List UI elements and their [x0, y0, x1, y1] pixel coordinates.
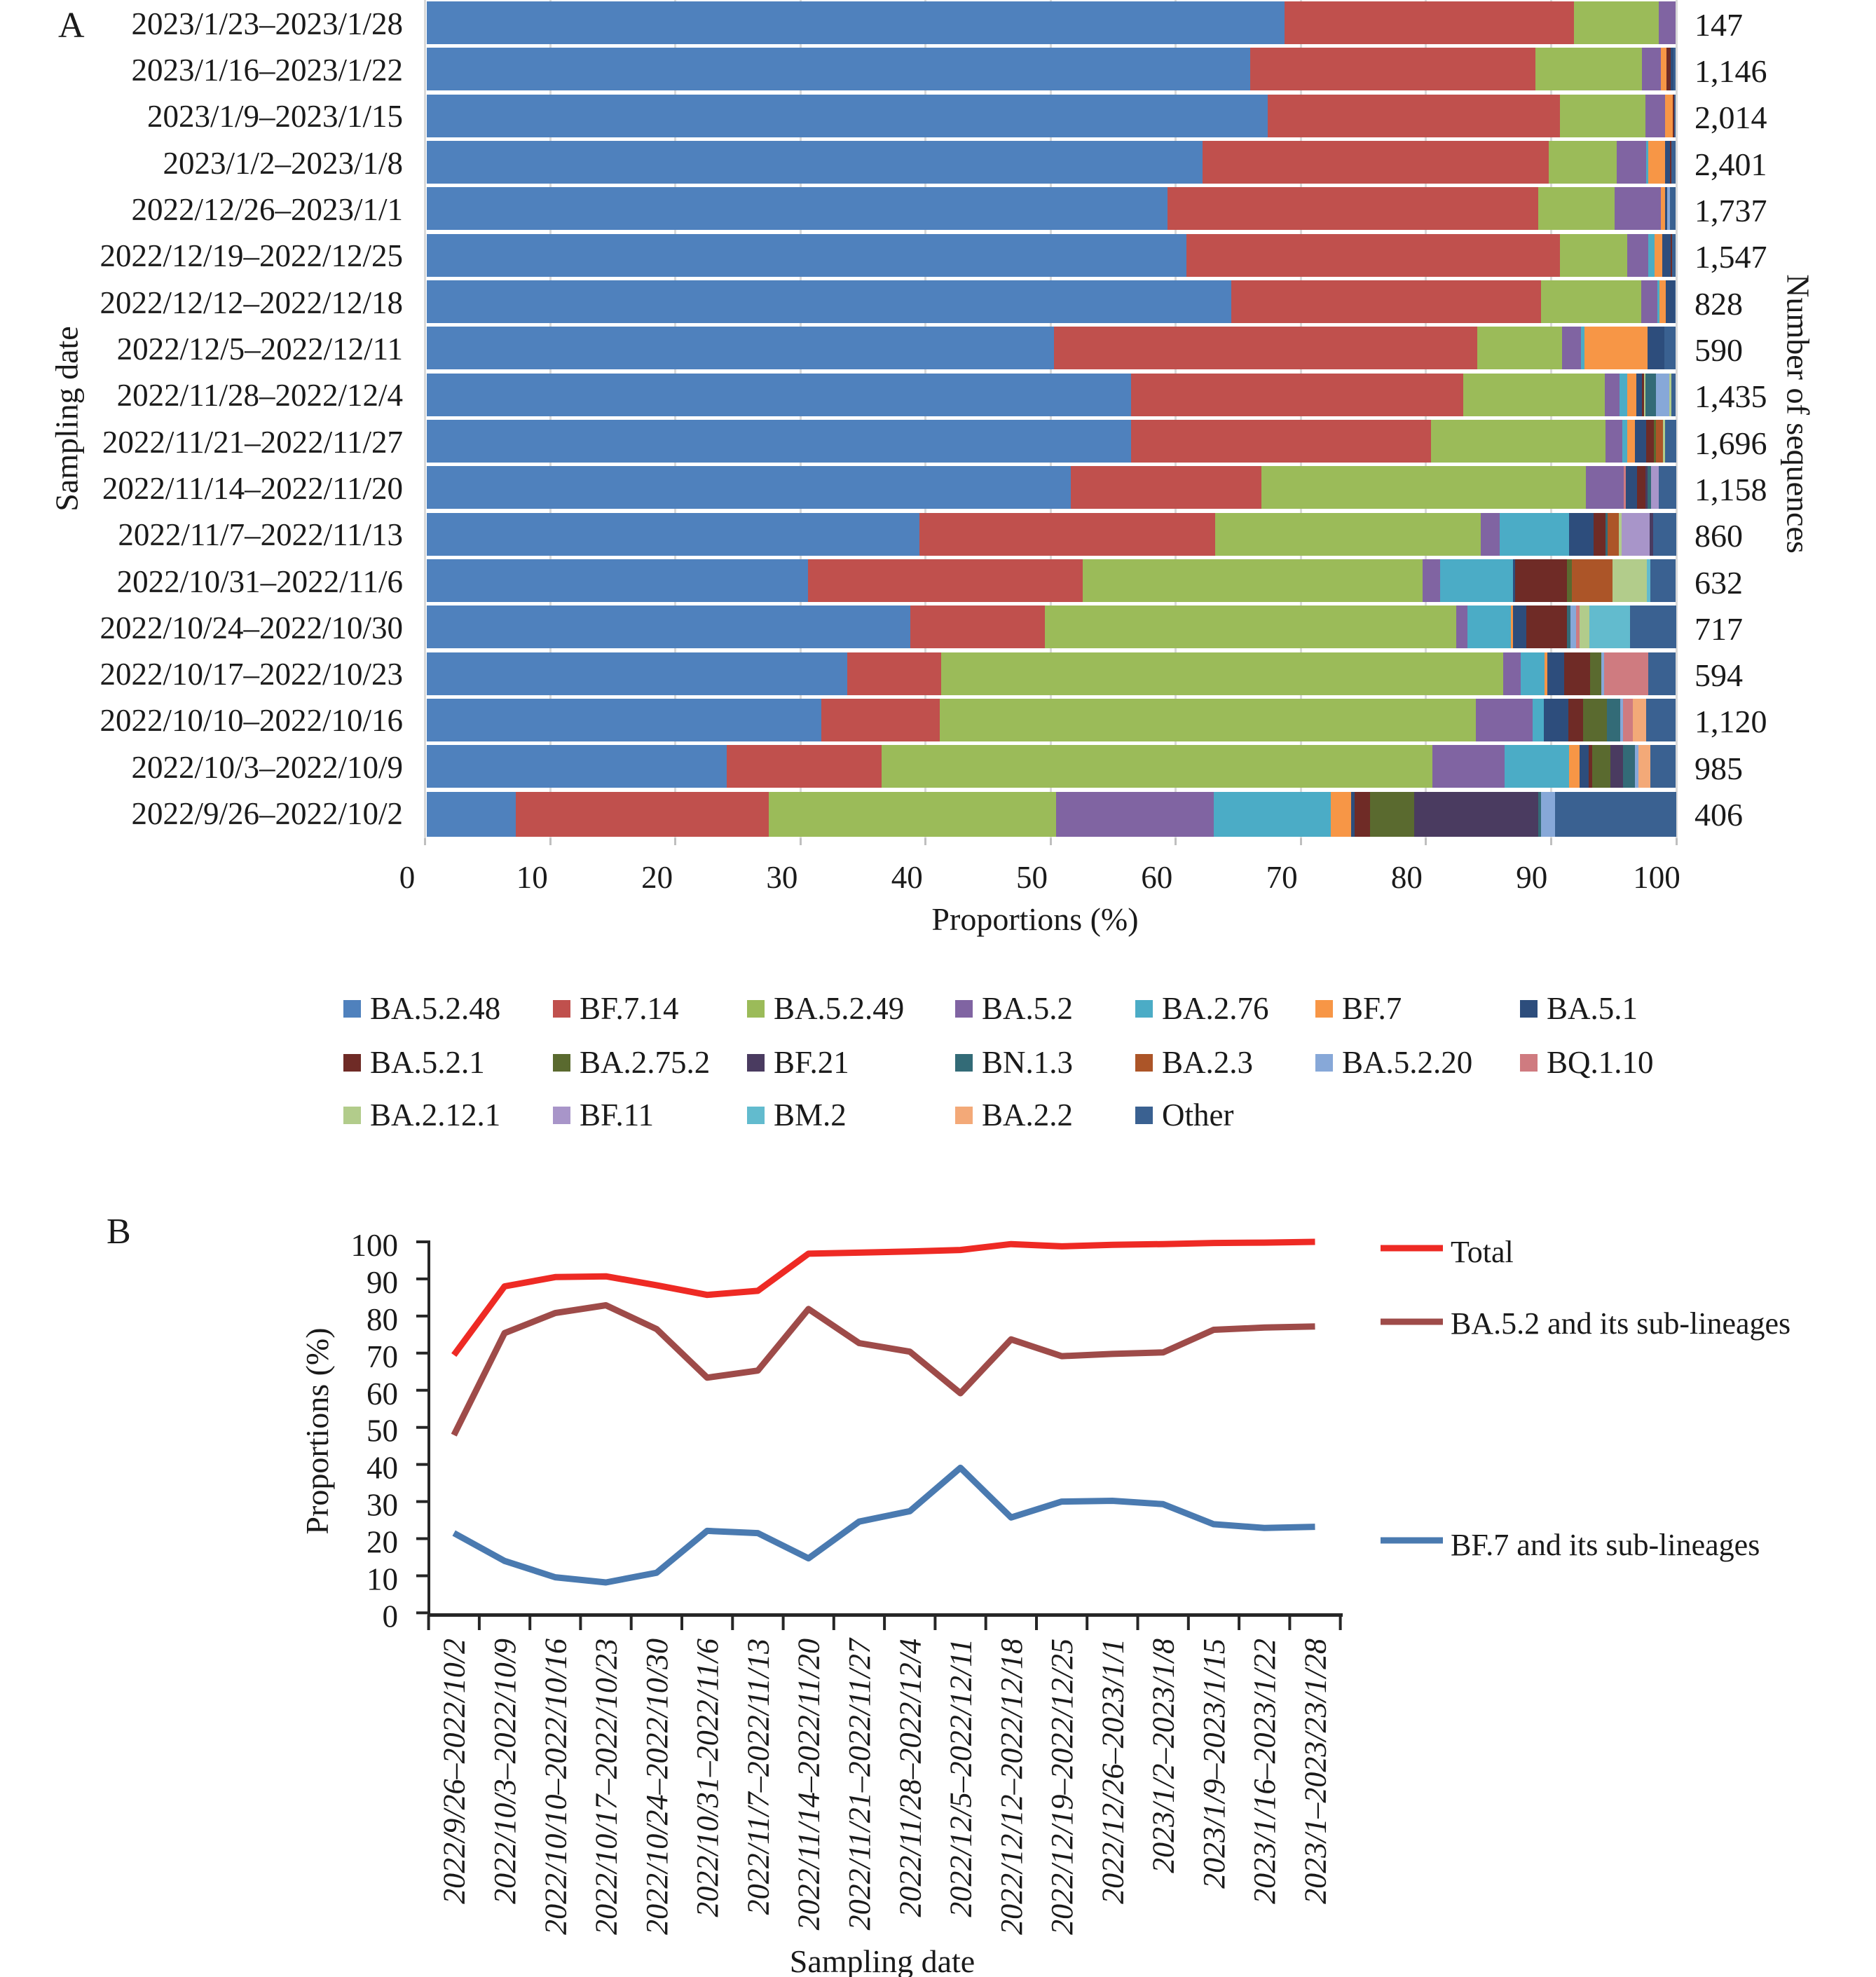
svg-text:20: 20: [367, 1525, 398, 1560]
svg-text:80: 80: [367, 1302, 398, 1337]
svg-text:2022/12/12–2022/12/18: 2022/12/12–2022/12/18: [994, 1639, 1029, 1935]
svg-text:Proportions (%): Proportions (%): [299, 1327, 335, 1534]
svg-text:2022/12/26–2023/1/1: 2022/12/26–2023/1/1: [1095, 1639, 1130, 1904]
svg-text:2022/11/28–2022/12/4: 2022/11/28–2022/12/4: [893, 1639, 927, 1917]
svg-text:2022/10/10–2022/10/16: 2022/10/10–2022/10/16: [538, 1639, 573, 1935]
svg-text:100: 100: [351, 1228, 399, 1263]
svg-text:2022/11/7–2022/11/13: 2022/11/7–2022/11/13: [741, 1639, 775, 1915]
svg-text:BA.5.2 and its sub-lineages: BA.5.2 and its sub-lineages: [1451, 1306, 1791, 1341]
svg-text:2022/11/21–2022/11/27: 2022/11/21–2022/11/27: [842, 1637, 877, 1930]
svg-text:2022/12/19–2022/12/25: 2022/12/19–2022/12/25: [1045, 1639, 1079, 1935]
svg-text:2022/9/26–2022/10/2: 2022/9/26–2022/10/2: [437, 1639, 472, 1904]
svg-text:2023/1/16–2023/1/22: 2023/1/16–2023/1/22: [1247, 1639, 1282, 1904]
svg-text:2023/1/9–2023/1/15: 2023/1/9–2023/1/15: [1197, 1639, 1231, 1889]
svg-text:90: 90: [367, 1265, 398, 1300]
svg-text:0: 0: [383, 1599, 399, 1634]
svg-text:2022/10/3–2022/10/9: 2022/10/3–2022/10/9: [488, 1639, 522, 1904]
svg-text:Total: Total: [1451, 1235, 1514, 1269]
svg-text:2023/1–2023/23/1/28: 2023/1–2023/23/1/28: [1299, 1639, 1333, 1904]
svg-text:2023/1/2–2023/1/8: 2023/1/2–2023/1/8: [1146, 1639, 1181, 1873]
svg-text:30: 30: [367, 1488, 398, 1523]
svg-text:2022/10/24–2022/10/30: 2022/10/24–2022/10/30: [640, 1639, 674, 1935]
svg-text:70: 70: [367, 1339, 398, 1374]
svg-text:Sampling date: Sampling date: [790, 1943, 975, 1977]
svg-text:10: 10: [367, 1562, 398, 1597]
svg-text:2022/11/14–2022/11/20: 2022/11/14–2022/11/20: [792, 1639, 826, 1930]
svg-text:BF.7 and its sub-lineages: BF.7 and its sub-lineages: [1451, 1528, 1760, 1562]
svg-text:60: 60: [367, 1376, 398, 1411]
svg-text:2022/12/5–2022/12/11: 2022/12/5–2022/12/11: [944, 1639, 978, 1917]
svg-text:2022/10/17–2022/10/23: 2022/10/17–2022/10/23: [589, 1639, 624, 1935]
svg-text:40: 40: [367, 1451, 398, 1486]
svg-text:50: 50: [367, 1414, 398, 1449]
svg-text:2022/10/31–2022/11/6: 2022/10/31–2022/11/6: [690, 1639, 725, 1917]
